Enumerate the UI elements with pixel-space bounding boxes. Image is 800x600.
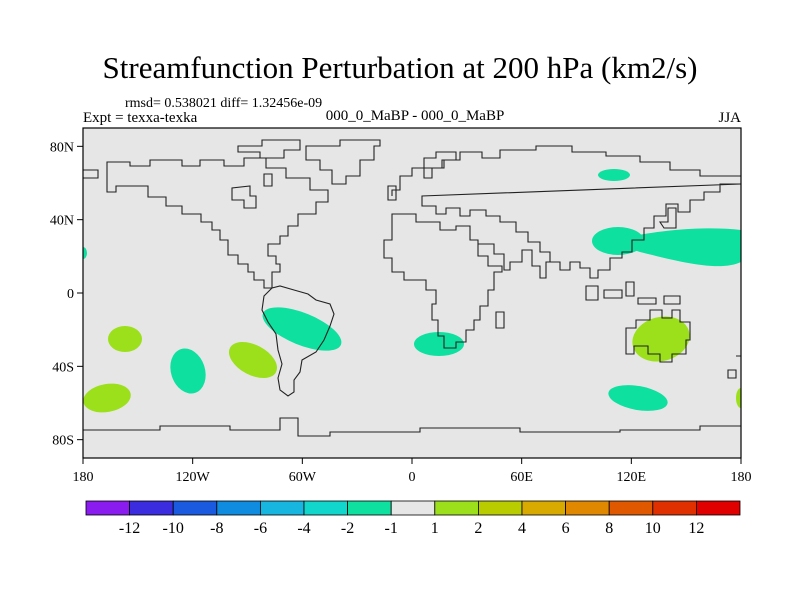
lon-tick-label: 60E [510, 470, 533, 485]
colorbar-swatch [172, 500, 218, 516]
anomaly-positive [228, 341, 278, 379]
latitude-axis: 80N 40N 0 40S 80S [50, 140, 83, 449]
anomaly-negative [262, 307, 342, 351]
colorbar-label: 1 [431, 520, 439, 537]
coastline-new-zealand [727, 355, 741, 379]
anomaly-negative [608, 385, 668, 411]
anomaly-positive [736, 388, 741, 408]
colorbar-swatch [608, 500, 654, 516]
colorbar-swatch [216, 500, 261, 516]
colorbar-swatch [652, 500, 697, 516]
lon-tick-label: 60W [289, 470, 317, 485]
colorbar-swatch [696, 500, 741, 516]
colorbar-label: -8 [210, 520, 223, 537]
colorbar-swatch [303, 500, 348, 516]
coastline-antarctica [83, 417, 741, 437]
colorbar-label: -1 [385, 520, 398, 537]
colorbar-swatch [477, 500, 523, 516]
runs-label: 000_0_MaBP - 000_0_MaBP [325, 108, 505, 124]
anomaly-negative [414, 332, 464, 356]
colorbar-label: 12 [688, 520, 704, 537]
lon-tick-label: 120E [617, 470, 647, 485]
coastline-north-america [83, 157, 329, 289]
colorbar-swatch [565, 500, 610, 516]
colorbar-swatch [347, 500, 392, 516]
diff-value: diff= 1.32456e-09 [220, 96, 323, 111]
coastline-arabia-india [478, 243, 556, 279]
experiment-label: Expt = texxa-texka [83, 110, 198, 126]
colorbar-swatch [85, 500, 130, 516]
coastline-indonesia [585, 281, 681, 305]
lon-tick-label: 180 [73, 470, 94, 485]
coastline-madagascar [495, 311, 505, 329]
colorbar-label: -12 [119, 520, 140, 537]
coastline-arctic-islands [237, 139, 301, 187]
coastline-africa [383, 213, 503, 349]
anomaly-layer [83, 169, 741, 413]
lat-tick-label: 80N [50, 140, 74, 155]
anomaly-negative [83, 247, 87, 259]
longitude-axis: 180 120W 60W 0 60E 120E 180 [73, 458, 752, 485]
colorbar-swatch [521, 500, 566, 516]
lat-tick-label: 40S [52, 360, 74, 375]
stats-label: rmsd= 0.538021 diff= 1.32456e-09 [125, 96, 322, 112]
coastline-australia [625, 309, 691, 363]
lon-tick-label: 120W [176, 470, 211, 485]
anomaly-negative [170, 348, 206, 394]
coastline-japan [658, 207, 677, 229]
colorbar-label: -2 [341, 520, 354, 537]
coastline-south-america [261, 285, 335, 397]
coastline-uk [387, 185, 397, 201]
rmsd-value: rmsd= 0.538021 [125, 96, 217, 111]
lon-tick-label: 180 [731, 470, 752, 485]
anomaly-positive [632, 316, 690, 362]
coastline-hudson-bay [231, 185, 257, 209]
colorbar-label: 2 [474, 520, 482, 537]
colorbar-label: 4 [518, 520, 526, 537]
colorbar-swatch [259, 500, 305, 516]
anomaly-positive [83, 383, 131, 413]
lat-tick-label: 0 [67, 287, 74, 302]
colorbar-swatch [390, 500, 436, 516]
coastlines [83, 139, 741, 437]
colorbar-label: -6 [254, 520, 267, 537]
colorbar-label: 10 [645, 520, 661, 537]
colorbar-label: -10 [163, 520, 184, 537]
lon-tick-label: 0 [409, 470, 416, 485]
plot-title: Streamfunction Perturbation at 200 hPa (… [102, 50, 698, 85]
colorbar-swatch [129, 500, 174, 516]
season-label: JJA [718, 110, 741, 126]
anomaly-negative [598, 169, 630, 181]
colorbar-label: 6 [562, 520, 570, 537]
colorbar-label: 8 [605, 520, 613, 537]
lat-tick-label: 40N [50, 214, 74, 229]
coastline-eurasia [391, 145, 741, 279]
anomaly-positive [108, 326, 142, 352]
coastline-greenland [305, 139, 381, 185]
lat-tick-label: 80S [52, 434, 74, 449]
colorbar-label: -4 [297, 520, 310, 537]
colorbar-swatch [434, 500, 479, 516]
colorbar: -12 -10 -8 -6 -4 -2 -1 1 2 4 6 8 10 12 [85, 500, 741, 537]
coastline-scandinavia [423, 151, 457, 169]
anomaly-negative [610, 228, 741, 267]
